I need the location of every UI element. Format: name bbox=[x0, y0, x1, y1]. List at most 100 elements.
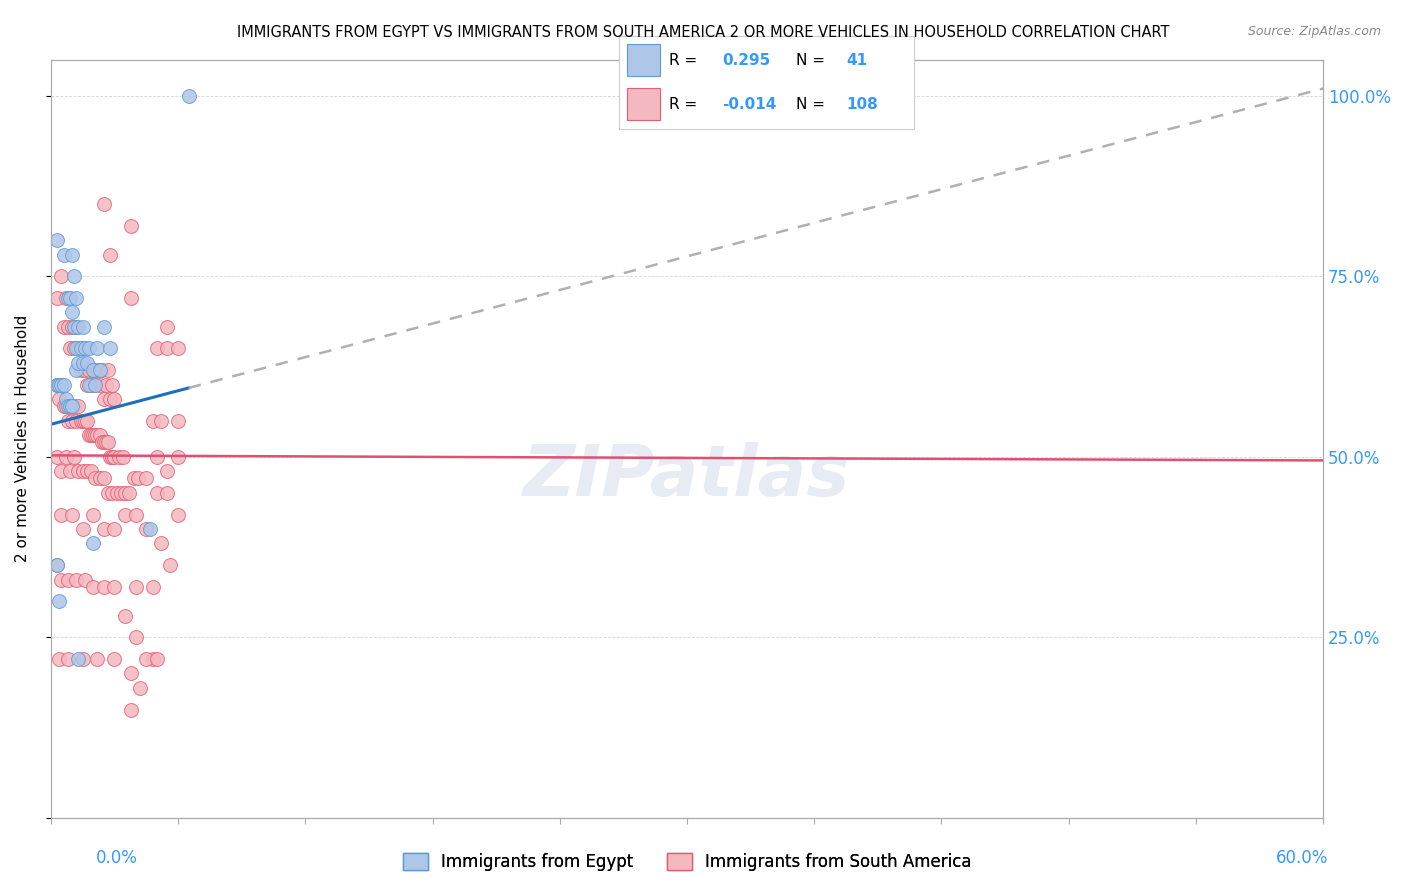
Point bbox=[73, 573, 96, 587]
Point bbox=[77, 342, 100, 356]
Point bbox=[82, 508, 104, 522]
Point bbox=[46, 558, 69, 573]
Point bbox=[167, 342, 190, 356]
Point bbox=[69, 342, 91, 356]
Point bbox=[142, 652, 165, 666]
Point bbox=[139, 522, 162, 536]
Point bbox=[76, 356, 98, 370]
Point bbox=[63, 319, 86, 334]
Text: 108: 108 bbox=[846, 96, 877, 112]
Point bbox=[72, 342, 94, 356]
Point bbox=[124, 508, 146, 522]
Point bbox=[89, 363, 111, 377]
Point bbox=[48, 652, 70, 666]
Point bbox=[93, 522, 115, 536]
Point bbox=[67, 319, 90, 334]
Point bbox=[56, 414, 79, 428]
Point bbox=[60, 399, 83, 413]
Point bbox=[72, 319, 94, 334]
Point bbox=[51, 269, 73, 284]
Point bbox=[52, 247, 75, 261]
Legend: Immigrants from Egypt, Immigrants from South America: Immigrants from Egypt, Immigrants from S… bbox=[396, 847, 979, 878]
Point bbox=[63, 450, 86, 464]
Point bbox=[150, 414, 173, 428]
Point bbox=[103, 580, 125, 594]
Point bbox=[103, 652, 125, 666]
Point bbox=[98, 450, 121, 464]
Point bbox=[72, 464, 94, 478]
Point bbox=[77, 428, 100, 442]
Point bbox=[127, 471, 149, 485]
Point bbox=[52, 399, 75, 413]
Point bbox=[93, 471, 115, 485]
Text: -0.014: -0.014 bbox=[723, 96, 776, 112]
Point bbox=[94, 377, 117, 392]
Point bbox=[101, 377, 124, 392]
Point bbox=[51, 377, 73, 392]
Point bbox=[76, 377, 98, 392]
Point bbox=[65, 319, 87, 334]
Point bbox=[120, 219, 142, 233]
Point bbox=[84, 377, 107, 392]
Point bbox=[97, 435, 120, 450]
Point bbox=[111, 450, 134, 464]
Point bbox=[84, 471, 107, 485]
Point bbox=[177, 88, 200, 103]
Text: IMMIGRANTS FROM EGYPT VS IMMIGRANTS FROM SOUTH AMERICA 2 OR MORE VEHICLES IN HOU: IMMIGRANTS FROM EGYPT VS IMMIGRANTS FROM… bbox=[236, 25, 1170, 40]
Text: ZIPatlas: ZIPatlas bbox=[523, 442, 851, 511]
Point bbox=[82, 363, 104, 377]
Point bbox=[167, 414, 190, 428]
Point bbox=[55, 399, 77, 413]
Point bbox=[107, 450, 129, 464]
Point bbox=[82, 363, 104, 377]
Point bbox=[60, 305, 83, 319]
Text: 41: 41 bbox=[846, 53, 868, 68]
Point bbox=[76, 414, 98, 428]
Point bbox=[103, 392, 125, 406]
Point bbox=[46, 233, 69, 247]
Point bbox=[93, 435, 115, 450]
Point bbox=[65, 291, 87, 305]
Point bbox=[56, 399, 79, 413]
Text: 60.0%: 60.0% bbox=[1277, 849, 1329, 867]
Point bbox=[67, 342, 90, 356]
Point bbox=[51, 573, 73, 587]
Point bbox=[72, 652, 94, 666]
Point bbox=[97, 486, 120, 500]
Point bbox=[59, 399, 82, 413]
Point bbox=[82, 580, 104, 594]
Point bbox=[56, 652, 79, 666]
Text: N =: N = bbox=[796, 53, 830, 68]
Point bbox=[128, 681, 150, 695]
Text: R =: R = bbox=[669, 53, 702, 68]
Point bbox=[72, 522, 94, 536]
Point bbox=[46, 558, 69, 573]
Point bbox=[67, 399, 90, 413]
Point bbox=[60, 319, 83, 334]
Point bbox=[156, 342, 179, 356]
Point bbox=[63, 399, 86, 413]
Text: Source: ZipAtlas.com: Source: ZipAtlas.com bbox=[1247, 25, 1381, 38]
Point bbox=[90, 435, 112, 450]
Point bbox=[80, 377, 103, 392]
Point bbox=[167, 450, 190, 464]
Y-axis label: 2 or more Vehicles in Household: 2 or more Vehicles in Household bbox=[15, 315, 30, 562]
Point bbox=[93, 197, 115, 211]
Point bbox=[86, 428, 108, 442]
Point bbox=[167, 508, 190, 522]
Point bbox=[46, 450, 69, 464]
Point bbox=[67, 356, 90, 370]
Point bbox=[65, 363, 87, 377]
Point bbox=[82, 536, 104, 550]
Point bbox=[135, 522, 157, 536]
Point bbox=[114, 486, 136, 500]
Point bbox=[146, 652, 169, 666]
Point bbox=[76, 464, 98, 478]
Point bbox=[82, 428, 104, 442]
Text: R =: R = bbox=[669, 96, 702, 112]
Point bbox=[146, 342, 169, 356]
Point bbox=[48, 392, 70, 406]
Point bbox=[77, 377, 100, 392]
Point bbox=[146, 450, 169, 464]
Point bbox=[72, 414, 94, 428]
